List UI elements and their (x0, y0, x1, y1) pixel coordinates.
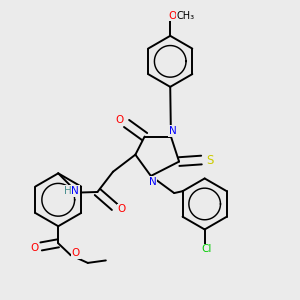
Text: O: O (30, 243, 38, 253)
Text: H: H (64, 186, 72, 196)
Text: O: O (116, 115, 124, 125)
Text: O: O (117, 204, 125, 214)
Text: S: S (206, 154, 214, 166)
Text: CH₃: CH₃ (176, 11, 194, 21)
Text: O: O (72, 248, 80, 258)
Text: N: N (71, 186, 79, 196)
Text: O: O (168, 11, 176, 21)
Text: Cl: Cl (201, 244, 212, 254)
Text: N: N (169, 126, 176, 136)
Text: N: N (148, 177, 156, 187)
